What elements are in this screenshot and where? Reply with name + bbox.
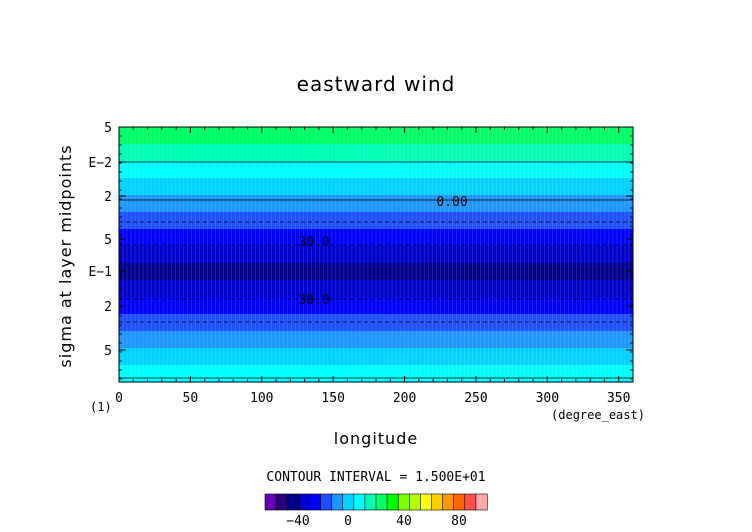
contour-band	[119, 280, 633, 298]
x-tick-label: 300	[536, 391, 559, 406]
colorbar-tick-label: 40	[396, 514, 412, 529]
colorbar-swatch	[408, 493, 421, 511]
colorbar-swatch	[453, 493, 466, 511]
contour-label: 30.0	[298, 235, 329, 250]
contour-band	[119, 178, 633, 196]
x-axis-label: longitude	[334, 429, 418, 448]
contour-band	[119, 229, 633, 247]
chart-title: eastward wind	[297, 72, 456, 96]
colorbar-swatch	[420, 493, 433, 511]
colorbar-swatch	[431, 493, 444, 511]
colorbar-swatch	[353, 493, 366, 511]
colorbar-swatch	[464, 493, 477, 511]
colorbar-tick-label: 0	[344, 514, 352, 529]
contour-band	[119, 246, 633, 264]
contour-band	[119, 314, 633, 332]
y-tick-label: 2	[104, 300, 112, 315]
x-tick-label: 100	[250, 391, 273, 406]
x-tick-label: 0	[115, 391, 123, 406]
contour-band	[119, 127, 633, 145]
colorbar-tick-label: 80	[451, 514, 467, 529]
x-tick-label: 50	[183, 391, 199, 406]
colorbar-swatch	[386, 493, 399, 511]
contour-band	[119, 348, 633, 366]
contour-band	[119, 297, 633, 315]
colorbar-swatch	[286, 493, 299, 511]
colorbar	[264, 493, 488, 511]
colorbar-swatch	[364, 493, 377, 511]
y-tick-label: 5	[104, 344, 112, 359]
contour-band	[119, 195, 633, 213]
colorbar-swatch	[309, 493, 322, 511]
colorbar-swatch	[297, 493, 310, 511]
y-axis-label: sigma at layer midpoints	[56, 144, 75, 367]
x-tick-label: 200	[393, 391, 416, 406]
contour-band	[119, 263, 633, 281]
colorbar-swatch	[320, 493, 333, 511]
y-axis-corner-label: (1)	[90, 400, 112, 414]
colorbar-swatch	[475, 493, 488, 511]
contour-band	[119, 161, 633, 179]
colorbar-swatch	[264, 493, 277, 511]
x-tick-label: 150	[321, 391, 344, 406]
data-column-lines	[122, 127, 630, 382]
x-tick-label: 350	[607, 391, 630, 406]
y-tick-label: 5	[104, 233, 112, 248]
colorbar-swatch	[275, 493, 288, 511]
x-axis-unit: (degree_east)	[551, 408, 645, 422]
colorbar-swatch	[442, 493, 455, 511]
x-ticks: 0 50 100 150 200 250 300 350	[115, 127, 634, 406]
y-tick-label: 5	[104, 121, 112, 136]
y-ticks: 5 E−2 2 5 E−1 2 5	[89, 121, 633, 380]
y-tick-label: E−1	[89, 265, 112, 280]
colorbar-swatch	[342, 493, 355, 511]
contour-band	[119, 331, 633, 349]
colorbar-swatch	[375, 493, 388, 511]
contour-label: 0.00	[436, 195, 467, 210]
y-tick-label: E−2	[89, 156, 112, 171]
colorbar-tick-label: −40	[286, 514, 309, 529]
contour-interval: CONTOUR INTERVAL = 1.500E+01	[266, 470, 485, 485]
colorbar-swatch	[331, 493, 344, 511]
contour-band	[119, 212, 633, 230]
contour-labels: 0.00 30.0 30.0	[298, 195, 467, 308]
x-tick-label: 250	[464, 391, 487, 406]
colorbar-labels: −40 0 40 80	[286, 514, 467, 529]
contour-band	[119, 144, 633, 162]
contour-label: 30.0	[298, 293, 329, 308]
colorbar-swatch	[397, 493, 410, 511]
y-tick-label: 2	[104, 190, 112, 205]
